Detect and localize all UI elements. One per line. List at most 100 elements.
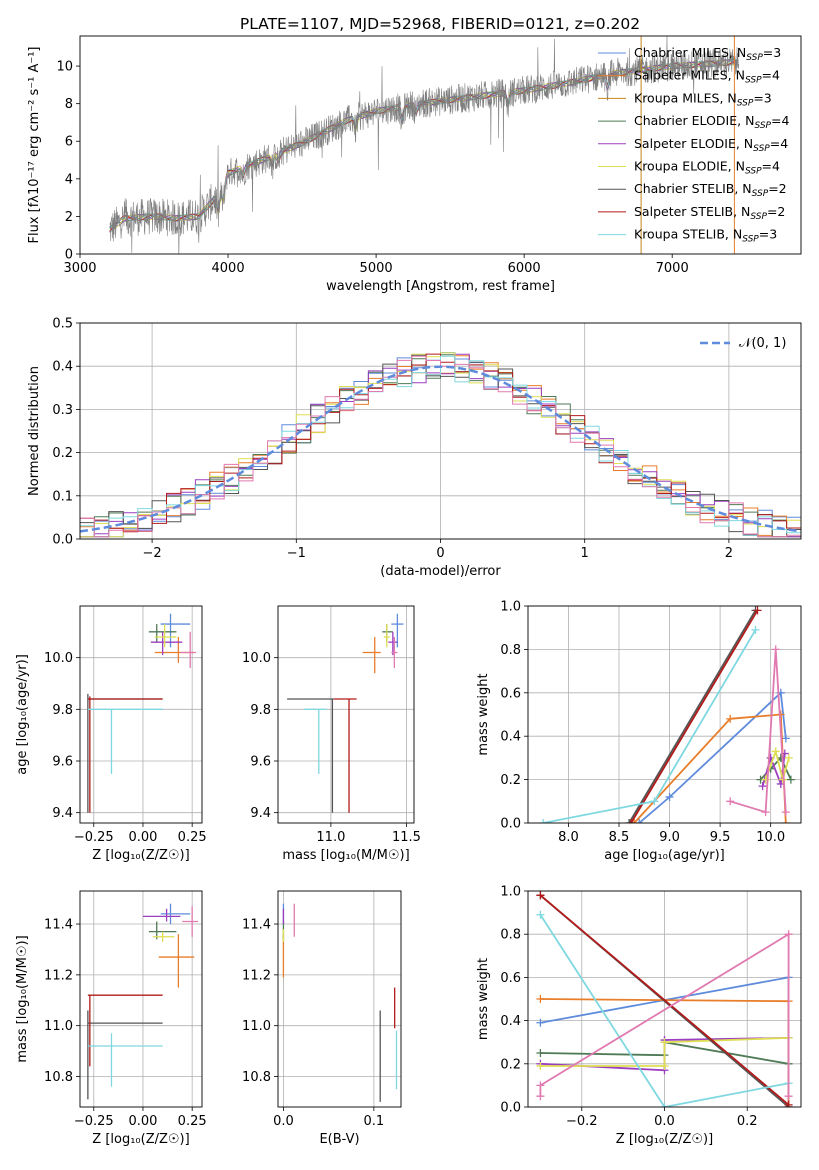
weight-point-marker	[630, 819, 639, 823]
x-tick-label: 11.5	[392, 830, 421, 845]
weight-point-marker	[650, 797, 659, 806]
weight-point-marker	[771, 747, 780, 756]
y-tick-label: 10	[56, 60, 73, 75]
axes-frame	[79, 890, 203, 1108]
x-tick-label: 1	[581, 546, 589, 561]
x-tick-label: −0.2	[566, 1114, 598, 1129]
y-tick-label: 9.8	[250, 703, 271, 718]
y-axis-label: Normed distribution	[27, 366, 42, 496]
weight-vs-age-panel: 8.0 8.5 9.0 9.5 10.0 0.0 0.2 0.4 0.6 0.8 1.0 age [l…	[476, 600, 802, 863]
weight-point-marker	[761, 808, 770, 817]
axes-frame	[527, 605, 802, 824]
plot-area	[536, 891, 793, 1107]
weight-series-line	[539, 914, 789, 1107]
weight-point-marker	[726, 714, 735, 723]
y-tick-label: 9.8	[52, 703, 73, 718]
y-tick-label: 0.4	[500, 730, 521, 745]
plot-area	[80, 352, 801, 538]
grid	[278, 891, 401, 1107]
axes-frame	[79, 605, 203, 824]
x-tick-label: 3000	[63, 261, 96, 276]
x-tick-label: 0.1	[364, 1114, 385, 1129]
x-tick-label: 5000	[360, 261, 393, 276]
plot-area	[87, 903, 199, 1100]
x-tick-label: 0.25	[178, 830, 207, 845]
mass-vs-ebv-panel: 0.0 0.1 10.8 11.0 11.2 11.4 E(B-V)	[242, 890, 402, 1147]
x-tick-label: 4000	[212, 261, 245, 276]
y-tick-label: 11.0	[242, 1019, 271, 1034]
y-tick-label: 8	[65, 97, 73, 112]
weight-point-marker	[758, 782, 767, 791]
y-tick-label: 0	[65, 248, 73, 263]
data-point	[87, 1033, 163, 1087]
legend: Chabrier MILES, NSSP=3 Salpeter MILES, NS…	[598, 45, 789, 245]
axes: 3000 4000 5000 6000 7000 0 2 4 6 8 10 wavelength [A…	[27, 35, 802, 294]
x-tick-label: 8.5	[609, 830, 630, 845]
histogram-series	[80, 355, 801, 538]
x-tick-label: 0.00	[128, 1114, 157, 1129]
weight-series-line	[628, 609, 757, 823]
age-vs-mass-panel: 11.0 11.5 9.4 9.6 9.8 10.0 mass [log₁₀(M/M☉)]	[242, 605, 421, 863]
age-vs-metallicity-panel: −0.25 0.00 0.25 9.4 9.6 9.8 10.0 Z [log₁₀(Z/Z☉)…	[15, 605, 207, 863]
weight-point-marker	[784, 1092, 793, 1101]
y-tick-label: 0.2	[52, 446, 73, 461]
data-point	[154, 624, 177, 648]
data-point	[160, 903, 191, 925]
weight-vs-metallicity-panel: −0.2 0.0 0.2 0.0 0.2 0.4 0.6 0.8 1.0 Z [log₁₀(Z/Z…	[476, 885, 802, 1147]
weight-point-marker	[784, 753, 793, 762]
data-point	[391, 637, 398, 668]
legend-entry: Chabrier ELODIE, NSSP=4	[634, 113, 789, 131]
y-tick-label: 0.0	[500, 817, 521, 832]
x-axis-label: E(B-V)	[319, 1132, 359, 1147]
weight-series-line	[729, 649, 787, 814]
weight-series-line	[539, 894, 790, 1106]
mass-vs-metallicity-panel: −0.25 0.00 0.25 10.8 11.0 11.2 11.4 Z [log₁₀(Z/…	[15, 890, 207, 1147]
y-tick-label: 1.0	[500, 885, 521, 900]
weight-series-line	[638, 690, 787, 823]
x-tick-label: 10.0	[756, 830, 785, 845]
y-tick-label: 10.8	[242, 1070, 271, 1085]
legend-entry: Chabrier MILES, NSSP=3	[634, 45, 781, 63]
histogram-series	[80, 354, 801, 538]
grid	[278, 606, 414, 823]
weight-series-line	[630, 609, 759, 823]
x-tick-label: 0	[436, 546, 444, 561]
y-tick-label: 10.0	[242, 651, 271, 666]
y-tick-label: 6	[65, 135, 73, 150]
weight-point-marker	[539, 819, 548, 823]
axes-frame	[79, 322, 802, 540]
y-tick-label: 0.2	[500, 773, 521, 788]
y-tick-label: 0.8	[500, 643, 521, 658]
weight-point-marker	[660, 1103, 669, 1107]
data-point	[87, 696, 163, 813]
y-tick-label: 0.0	[500, 1101, 521, 1116]
y-tick-label: 10.0	[44, 651, 73, 666]
y-tick-label: 0.4	[500, 1014, 521, 1029]
y-tick-label: 10.8	[44, 1070, 73, 1085]
y-tick-label: 0.4	[52, 360, 73, 375]
y-tick-label: 4	[65, 172, 73, 187]
weight-point-marker	[660, 1038, 669, 1047]
axes: −0.25 0.00 0.25 10.8 11.0 11.2 11.4 Z [log₁₀(Z/…	[15, 890, 207, 1147]
plot-area	[282, 903, 398, 1102]
x-tick-label: 8.0	[558, 830, 579, 845]
weight-point-marker	[751, 625, 760, 634]
x-tick-label: 0.2	[737, 1114, 758, 1129]
axes-frame	[527, 890, 802, 1108]
plot-area	[87, 613, 197, 813]
x-tick-label: 6000	[508, 261, 541, 276]
data-point	[383, 624, 390, 648]
y-tick-label: 11.2	[242, 968, 271, 983]
y-axis-label: mass weight	[476, 958, 491, 1040]
y-tick-label: 11.2	[44, 968, 73, 983]
residuals-panel: −2 −1 0 1 2 0.0 0.1 0.2 0.3 0.4 0.5 (data-model)/er…	[27, 317, 802, 579]
legend: 𝒩(0, 1)	[700, 336, 786, 351]
data-point	[154, 637, 195, 663]
weight-point-marker	[536, 995, 545, 1003]
axes: −0.25 0.00 0.25 9.4 9.6 9.8 10.0 Z [log₁₀(Z/Z☉)…	[15, 605, 207, 863]
legend-entry: Salpeter MILES, NSSP=4	[634, 68, 780, 86]
plot-area	[109, 36, 740, 254]
y-tick-label: 9.6	[52, 755, 73, 770]
figure-title: PLATE=1107, MJD=52968, FIBERID=0121, z=0…	[240, 15, 640, 33]
